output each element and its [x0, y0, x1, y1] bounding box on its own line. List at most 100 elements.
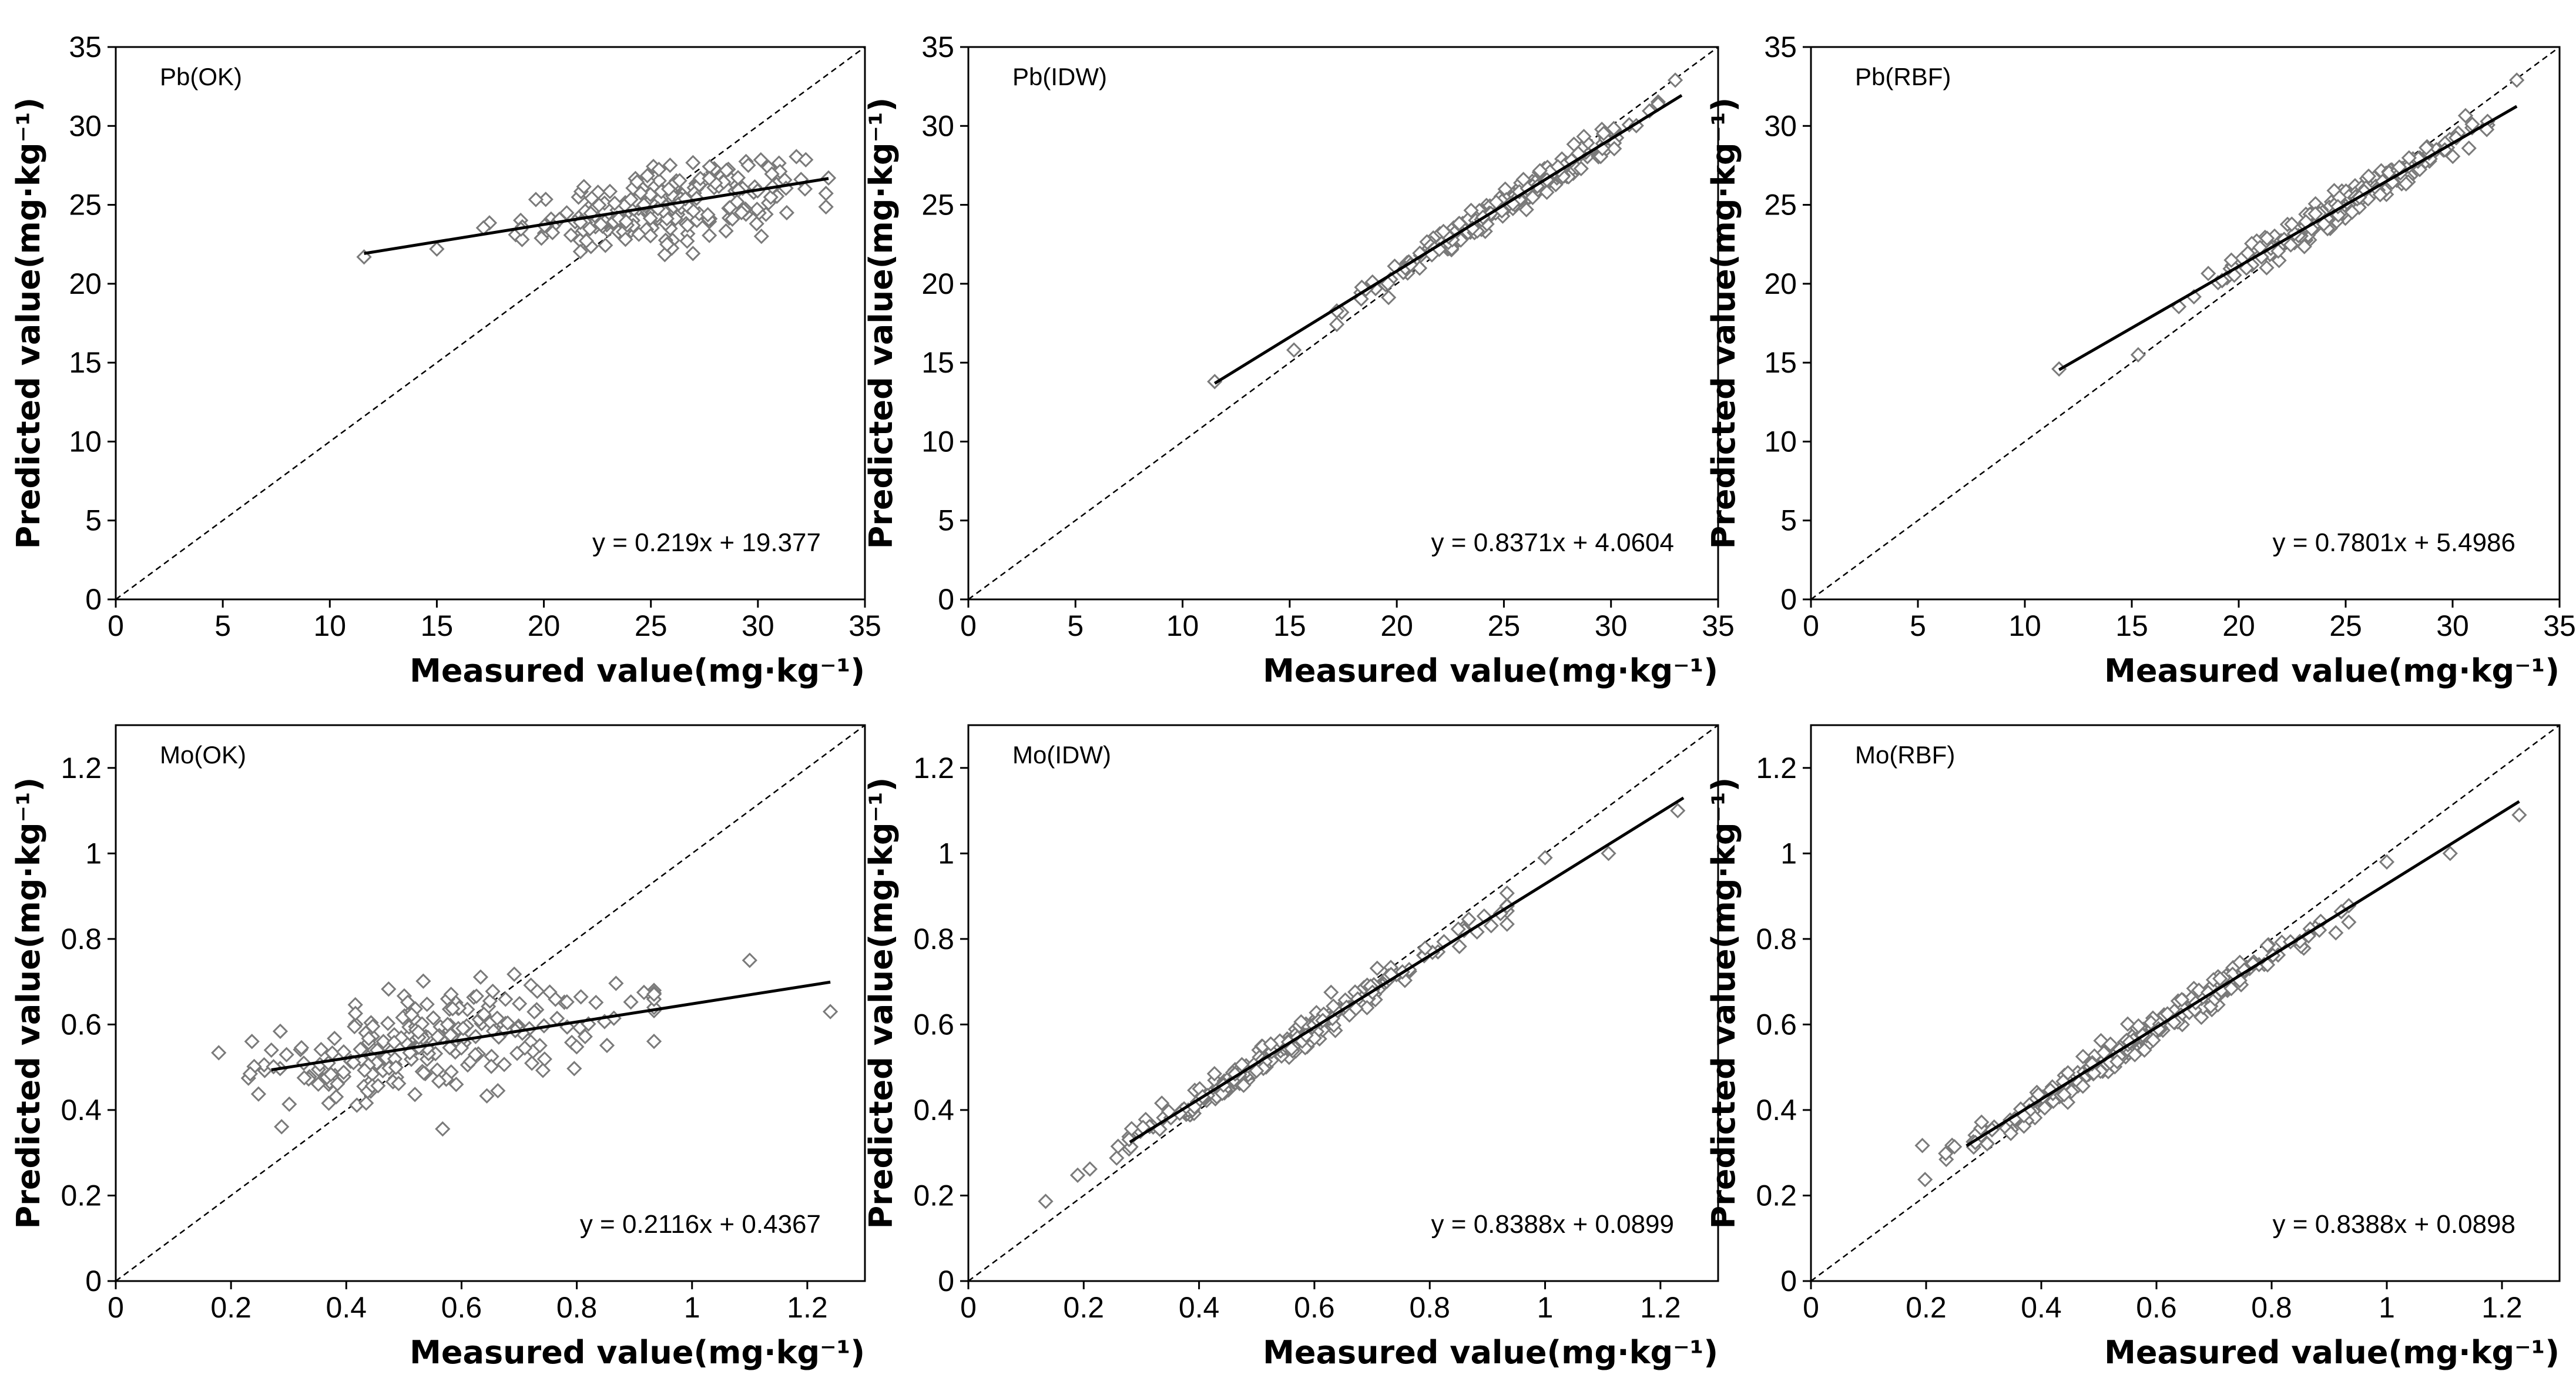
data-point [1593, 149, 1609, 165]
data-point [1263, 1036, 1279, 1052]
data-point [764, 166, 780, 182]
data-point [1236, 1077, 1252, 1094]
data-point [2201, 266, 2216, 281]
y-tick-label: 0 [85, 583, 102, 616]
data-point [618, 232, 633, 247]
x-tick-label: 0.6 [441, 1291, 482, 1324]
x-tick-label: 0.8 [556, 1291, 598, 1324]
data-point [381, 981, 397, 997]
data-point [2223, 981, 2239, 997]
data-point [2511, 807, 2527, 823]
y-tick-label: 10 [1764, 425, 1797, 458]
y-tick-label: 0.2 [61, 1179, 102, 1212]
regression-line [2058, 105, 2518, 371]
y-tick-label: 25 [921, 189, 954, 222]
data-point [2056, 1087, 2072, 1102]
data-point [1537, 850, 1553, 866]
data-point [753, 152, 769, 168]
data-point [749, 202, 765, 217]
panel-label: Mo(RBF) [1855, 741, 1955, 769]
data-point [559, 994, 575, 1010]
data-point [2445, 148, 2461, 165]
data-point [358, 1095, 374, 1111]
reference-line-1to1 [115, 46, 866, 601]
data-point [2136, 1042, 2152, 1058]
data-point [347, 1018, 363, 1035]
x-axis-title: Measured value(mg·kg⁻¹) [1263, 652, 1718, 689]
data-point [429, 241, 445, 257]
y-tick-label: 1.2 [913, 752, 954, 784]
data-point [702, 170, 717, 186]
data-point [1110, 1138, 1126, 1154]
data-point [577, 1028, 593, 1045]
x-tick-label: 30 [2436, 609, 2469, 642]
chart-panel-mo-rbf: 0 0.2 0.4 0.6 0.8 1 1.2 0 0.2 0.4 0.6 0.8 1 1.2 Mo(RBF… [1705, 724, 2561, 1371]
x-tick-label: 0.4 [326, 1291, 367, 1324]
x-tick-label: 1.2 [2481, 1291, 2523, 1324]
data-point [1938, 1145, 1954, 1162]
y-tick-label: 0 [1780, 1265, 1797, 1298]
data-point [2130, 347, 2146, 363]
data-point [489, 1010, 505, 1026]
data-point [1109, 1150, 1125, 1166]
data-point [588, 994, 604, 1011]
data-point [244, 1034, 260, 1050]
y-tick-label: 20 [1764, 267, 1797, 300]
data-point [820, 170, 837, 186]
data-point [1397, 973, 1413, 988]
data-point [660, 181, 677, 197]
x-tick-label: 15 [2115, 609, 2148, 642]
data-point [274, 1119, 290, 1135]
data-point [2307, 206, 2323, 222]
data-point [679, 217, 696, 233]
y-tick-label: 0.2 [913, 1179, 954, 1212]
y-tick-label: 25 [1764, 189, 1797, 222]
data-point [2461, 140, 2477, 156]
data-point [689, 190, 705, 206]
reference-line-1to1 [968, 46, 1719, 601]
data-point [2075, 1048, 2091, 1065]
reference-line-1to1 [968, 724, 1719, 1282]
y-tick-label: 5 [85, 504, 102, 537]
data-point [639, 167, 655, 184]
data-point [386, 1034, 402, 1051]
data-point [425, 1010, 441, 1026]
data-point [593, 216, 609, 232]
y-tick-label: 35 [1764, 31, 1797, 63]
data-point [2283, 237, 2299, 253]
y-tick-label: 20 [69, 267, 102, 300]
y-tick-label: 0.8 [1756, 923, 1797, 955]
data-point [578, 233, 594, 249]
data-point [296, 1055, 312, 1071]
data-point [375, 1034, 391, 1050]
data-point [563, 227, 579, 243]
data-point [1069, 1167, 1086, 1183]
data-point [2119, 1016, 2136, 1032]
data-point [679, 233, 695, 249]
data-point [1359, 1000, 1375, 1015]
y-tick-label: 5 [1780, 504, 1797, 537]
data-point [1323, 984, 1339, 1000]
x-tick-label: 5 [1067, 609, 1084, 642]
data-point [535, 1062, 551, 1078]
data-point [631, 226, 647, 242]
data-point [2174, 991, 2190, 1008]
data-point [2330, 199, 2346, 214]
data-point [566, 1061, 582, 1077]
data-point [606, 195, 623, 212]
data-point [2127, 1047, 2143, 1062]
x-tick-label: 15 [421, 609, 454, 642]
data-point [719, 162, 734, 179]
data-point [2003, 1125, 2019, 1141]
data-point [361, 1031, 377, 1047]
y-axis-title: Predicted value(mg·kg⁻¹) [863, 98, 900, 549]
data-point [2245, 955, 2261, 972]
data-point [779, 204, 795, 221]
data-point [293, 1040, 310, 1056]
x-tick-label: 0.2 [210, 1291, 251, 1324]
x-tick-label: 25 [1488, 609, 1521, 642]
data-point [415, 973, 431, 989]
data-point [467, 1047, 484, 1062]
plot-frame [1810, 724, 2561, 1282]
y-axis-title: Predicted value(mg·kg⁻¹) [863, 777, 900, 1229]
